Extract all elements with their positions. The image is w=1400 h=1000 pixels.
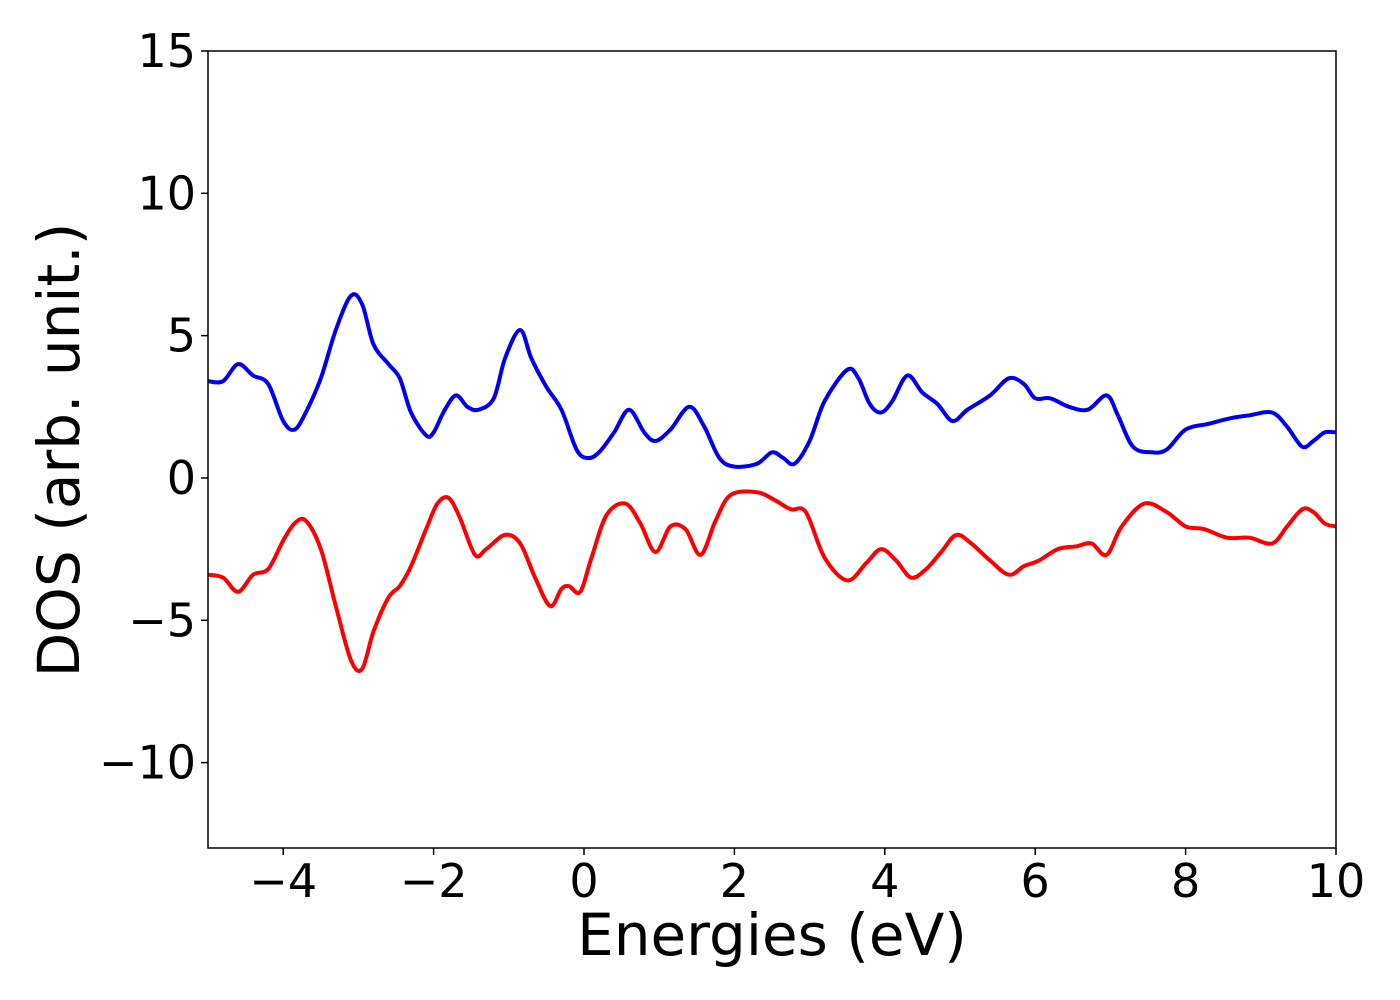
x-tick-label: −4 — [249, 854, 317, 908]
y-tick-label: 10 — [137, 166, 196, 220]
series-line-spin-up — [208, 292, 1336, 469]
plot-frame — [207, 50, 1337, 849]
x-tick-label: 0 — [569, 854, 598, 908]
x-tick-label: 10 — [1307, 854, 1366, 908]
y-tick-label: 0 — [167, 451, 196, 505]
y-tick-label: 5 — [167, 309, 196, 363]
y-tick-label: 15 — [137, 24, 196, 78]
y-axis-label: DOS (arb. unit.) — [25, 223, 93, 678]
y-axis-ticks: −10 −5 0 5 10 15 — [99, 24, 208, 790]
x-tick-label: 8 — [1171, 854, 1200, 908]
x-tick-label: 2 — [720, 854, 749, 908]
x-tick-label: 4 — [870, 854, 899, 908]
series-line-spin-down — [208, 489, 1336, 673]
y-tick-label: −10 — [99, 736, 196, 790]
y-tick-label: −5 — [128, 593, 196, 647]
x-tick-label: −2 — [400, 854, 468, 908]
x-axis-ticks: −4 −2 0 2 4 6 8 10 — [249, 848, 1365, 908]
x-axis-label: Energies (eV) — [577, 901, 967, 969]
series-layer — [208, 292, 1336, 673]
x-tick-label: 6 — [1021, 854, 1050, 908]
